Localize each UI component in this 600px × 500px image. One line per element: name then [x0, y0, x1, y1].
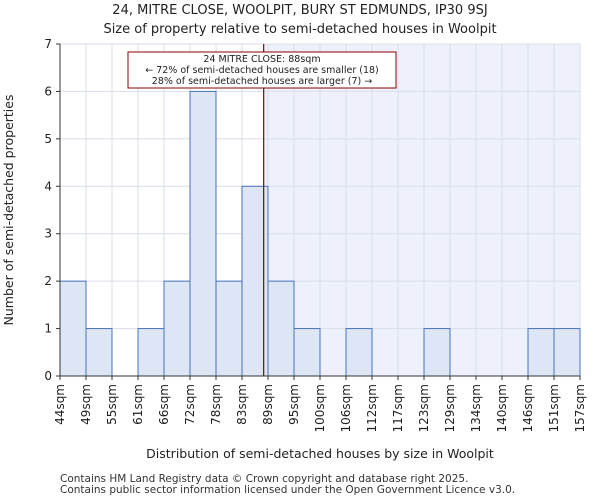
bar	[163, 280, 191, 377]
x-axis-title: Distribution of semi-detached houses by …	[146, 446, 494, 461]
x-tick-label: 117sqm	[391, 384, 405, 432]
x-tick-label: 140sqm	[495, 384, 509, 432]
y-tick-label: 5	[44, 132, 52, 146]
chart-title: 24, MITRE CLOSE, WOOLPIT, BURY ST EDMUND…	[112, 3, 488, 18]
y-tick-label: 1	[44, 322, 52, 336]
y-tick-label: 0	[44, 369, 52, 383]
footer-line-2: Contains public sector information licen…	[60, 484, 516, 496]
bar	[85, 328, 113, 377]
x-tick-label: 66sqm	[157, 384, 171, 425]
annotation-line: 24 MITRE CLOSE: 88sqm	[203, 54, 320, 65]
chart-subtitle: Size of property relative to semi-detach…	[103, 22, 497, 37]
x-tick-label: 112sqm	[365, 384, 379, 432]
bar	[189, 90, 217, 377]
x-tick-label: 129sqm	[443, 384, 457, 432]
x-tick-label: 134sqm	[469, 384, 483, 432]
bar	[527, 328, 555, 377]
bar	[59, 280, 87, 377]
annotation-line: 28% of semi-detached houses are larger (…	[152, 76, 372, 87]
x-tick-label: 157sqm	[573, 384, 587, 432]
y-tick-label: 4	[44, 179, 52, 193]
x-tick-label: 49sqm	[79, 384, 93, 425]
bar	[553, 328, 581, 377]
larger-region-shade	[263, 44, 580, 376]
x-tick-label: 89sqm	[261, 384, 275, 425]
x-tick-label: 151sqm	[547, 384, 561, 432]
x-tick-label: 78sqm	[209, 384, 223, 425]
y-axis-title: Number of semi-detached properties	[1, 95, 16, 326]
x-tick-label: 106sqm	[339, 384, 353, 432]
bar	[215, 280, 243, 377]
x-tick-label: 95sqm	[287, 384, 301, 425]
y-tick-label: 7	[44, 37, 52, 51]
x-tick-label: 123sqm	[417, 384, 431, 432]
x-tick-label: 100sqm	[313, 384, 327, 432]
bar	[137, 328, 165, 377]
bar	[293, 328, 321, 377]
bar	[267, 280, 295, 377]
x-tick-label: 146sqm	[521, 384, 535, 432]
x-tick-label: 72sqm	[183, 384, 197, 425]
annotation-line: ← 72% of semi-detached houses are smalle…	[145, 65, 379, 76]
histogram-chart: 0 1 2 3 4 5 6 7 44sqm 49sqm 55sqm 61sqm 66sqm 72sqm 78…	[1, 37, 587, 461]
footer-line-1: Contains HM Land Registry data © Crown c…	[60, 473, 469, 485]
x-tick-label: 44sqm	[53, 384, 67, 425]
y-tick-label: 2	[44, 274, 52, 288]
bar	[345, 328, 373, 377]
y-tick-label: 3	[44, 227, 52, 241]
bar	[423, 328, 451, 377]
x-tick-label: 83sqm	[235, 384, 249, 425]
y-tick-label: 6	[44, 84, 52, 98]
annotation-box	[127, 51, 397, 89]
x-tick-label: 61sqm	[131, 384, 145, 425]
x-tick-label: 55sqm	[105, 384, 119, 425]
